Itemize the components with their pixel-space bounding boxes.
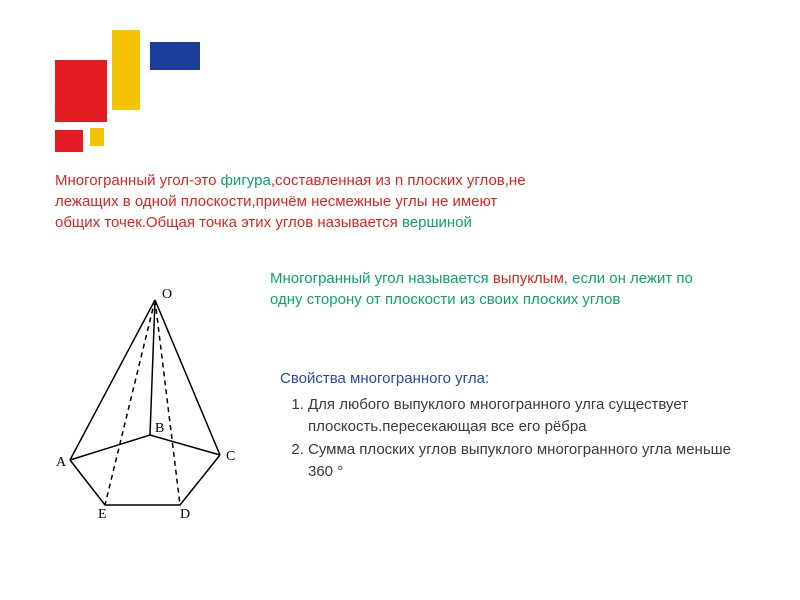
property-item: Для любого выпуклого многогранного улга …: [308, 394, 740, 438]
label-C: C: [226, 449, 235, 464]
base-back-edge: [70, 435, 220, 460]
label-B: B: [155, 421, 164, 436]
def-vershina: вершиной: [402, 214, 472, 231]
definition-paragraph: Многогранный угол-это фигура,составленна…: [55, 170, 535, 233]
convex-word: выпуклым: [493, 270, 564, 287]
properties-block: Свойства многогранного угла: Для любого …: [280, 368, 740, 485]
properties-title: Свойства многогранного угла:: [280, 368, 740, 390]
convex-paragraph: Многогранный угол называется выпуклым, е…: [270, 268, 700, 310]
deco-blue-1: [150, 42, 200, 70]
properties-list: Для любого выпуклого многогранного улга …: [280, 394, 740, 483]
label-E: E: [98, 507, 107, 520]
deco-yellow-2: [90, 128, 104, 146]
base-front-edge: [70, 455, 220, 505]
def-figura: фигура: [221, 172, 271, 189]
label-O: O: [162, 287, 172, 302]
label-A: A: [56, 455, 67, 470]
edge-OA: [70, 300, 155, 460]
polyhedral-angle-diagram: O A B C D E: [50, 280, 260, 520]
deco-yellow-1: [112, 30, 140, 110]
convex-pre: Многогранный угол называется: [270, 270, 493, 287]
edge-OE: [105, 300, 155, 505]
def-pre: Многогранный угол-это: [55, 172, 221, 189]
deco-red-2: [55, 130, 83, 152]
label-D: D: [180, 507, 190, 520]
deco-red-1: [55, 60, 107, 122]
property-item: Сумма плоских углов выпуклого многогранн…: [308, 439, 740, 483]
edge-OC: [155, 300, 220, 455]
